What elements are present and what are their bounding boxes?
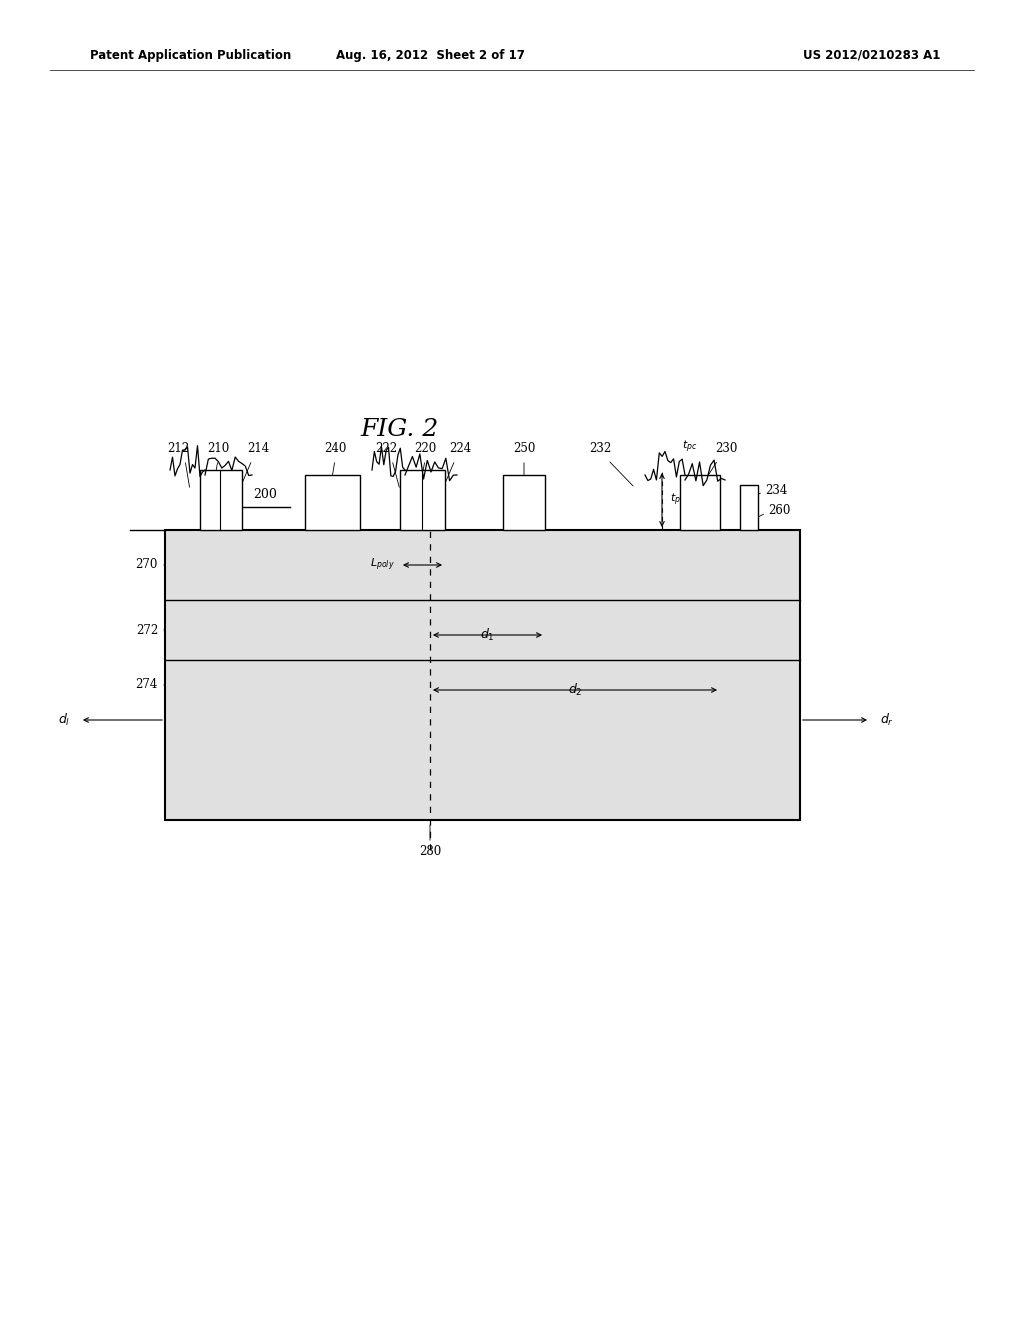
Bar	[503, 475, 545, 531]
Text: 220: 220	[414, 442, 436, 455]
Text: 210: 210	[207, 442, 229, 455]
Text: 224: 224	[449, 442, 471, 455]
Text: 260: 260	[768, 503, 791, 516]
Text: 230: 230	[715, 442, 737, 455]
Text: 280: 280	[419, 845, 441, 858]
Bar	[165, 531, 800, 820]
Bar	[740, 484, 758, 531]
Text: 200: 200	[253, 488, 276, 502]
Bar	[680, 475, 720, 531]
Text: 214: 214	[247, 442, 269, 455]
Text: 250: 250	[513, 442, 536, 455]
Text: 270: 270	[135, 558, 158, 572]
Text: 240: 240	[324, 442, 346, 455]
Text: $t_{pc}$: $t_{pc}$	[670, 492, 685, 508]
Bar	[400, 470, 445, 531]
Text: $d_r$: $d_r$	[880, 711, 894, 729]
Text: 272: 272	[136, 623, 158, 636]
Text: $d_1$: $d_1$	[480, 627, 495, 643]
Text: 212: 212	[167, 442, 189, 455]
Text: US 2012/0210283 A1: US 2012/0210283 A1	[803, 49, 940, 62]
Text: $t_{pc}$: $t_{pc}$	[682, 438, 697, 455]
Bar	[305, 475, 360, 531]
Text: FIG. 2: FIG. 2	[360, 418, 439, 441]
Bar	[200, 470, 242, 531]
Text: $t_{nc}$: $t_{nc}$	[516, 498, 531, 512]
Text: Patent Application Publication: Patent Application Publication	[90, 49, 291, 62]
Text: 274: 274	[135, 678, 158, 692]
Text: 222: 222	[375, 442, 397, 455]
Text: 232: 232	[589, 442, 611, 455]
Text: $L_{poly}$: $L_{poly}$	[371, 557, 395, 573]
Text: $d_2$: $d_2$	[567, 682, 583, 698]
Text: Aug. 16, 2012  Sheet 2 of 17: Aug. 16, 2012 Sheet 2 of 17	[336, 49, 524, 62]
Text: $d_l$: $d_l$	[57, 711, 70, 729]
Text: 234: 234	[765, 483, 787, 496]
